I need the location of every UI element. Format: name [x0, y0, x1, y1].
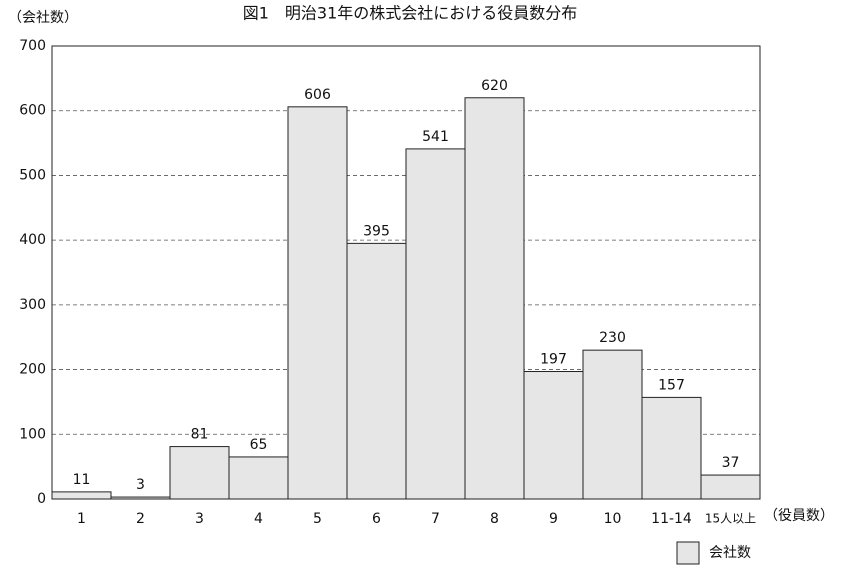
- y-tick-label: 200: [19, 362, 46, 378]
- bar: [287, 106, 348, 500]
- x-tick-label: 3: [195, 511, 204, 527]
- y-tick-label: 500: [19, 167, 46, 183]
- data-label: 606: [304, 87, 331, 103]
- data-label: 230: [599, 330, 626, 346]
- x-tick-label: 8: [490, 511, 499, 527]
- bar: [228, 456, 289, 500]
- data-label: 197: [540, 352, 567, 368]
- data-label: 395: [363, 223, 390, 239]
- y-tick-label: 400: [19, 232, 46, 248]
- legend-label: 会社数: [709, 545, 751, 561]
- y-tick-label: 0: [37, 491, 46, 507]
- bar: [405, 148, 466, 500]
- data-label: 3: [136, 477, 145, 493]
- data-label: 620: [481, 78, 508, 94]
- data-label: 541: [422, 129, 449, 145]
- y-axis-label: （会社数）: [8, 10, 78, 26]
- bar: [523, 371, 584, 500]
- x-tick-label: 5: [313, 511, 322, 527]
- x-tick-label: 9: [549, 511, 558, 527]
- chart-title: 図1 明治31年の株式会社における役員数分布: [243, 4, 578, 23]
- data-label: 11: [73, 472, 91, 488]
- x-tick-label: 10: [604, 511, 622, 527]
- y-tick-label: 100: [19, 426, 46, 442]
- x-tick-label: 4: [254, 511, 263, 527]
- y-tick-label: 600: [19, 103, 46, 119]
- bar: [641, 396, 702, 500]
- x-axis-label: （役員数）: [764, 508, 834, 524]
- data-label: 157: [658, 377, 685, 393]
- x-tick-label: 7: [431, 511, 440, 527]
- bar: [700, 474, 761, 500]
- x-tick-label: 11-14: [651, 511, 692, 527]
- bar: [582, 349, 643, 500]
- legend-swatch: [676, 541, 700, 565]
- x-tick-label: 1: [77, 511, 86, 527]
- data-label: 65: [250, 437, 268, 453]
- x-tick-label: 15人以上: [705, 512, 756, 526]
- bar: [169, 446, 230, 500]
- data-label: 81: [191, 427, 209, 443]
- data-label: 37: [722, 455, 740, 471]
- x-tick-label: 6: [372, 511, 381, 527]
- bar: [464, 97, 525, 500]
- y-tick-label: 700: [19, 38, 46, 54]
- bar: [346, 242, 407, 500]
- bar: [51, 491, 112, 500]
- y-tick-label: 300: [19, 297, 46, 313]
- plot-frame: [51, 45, 761, 500]
- x-tick-label: 2: [136, 511, 145, 527]
